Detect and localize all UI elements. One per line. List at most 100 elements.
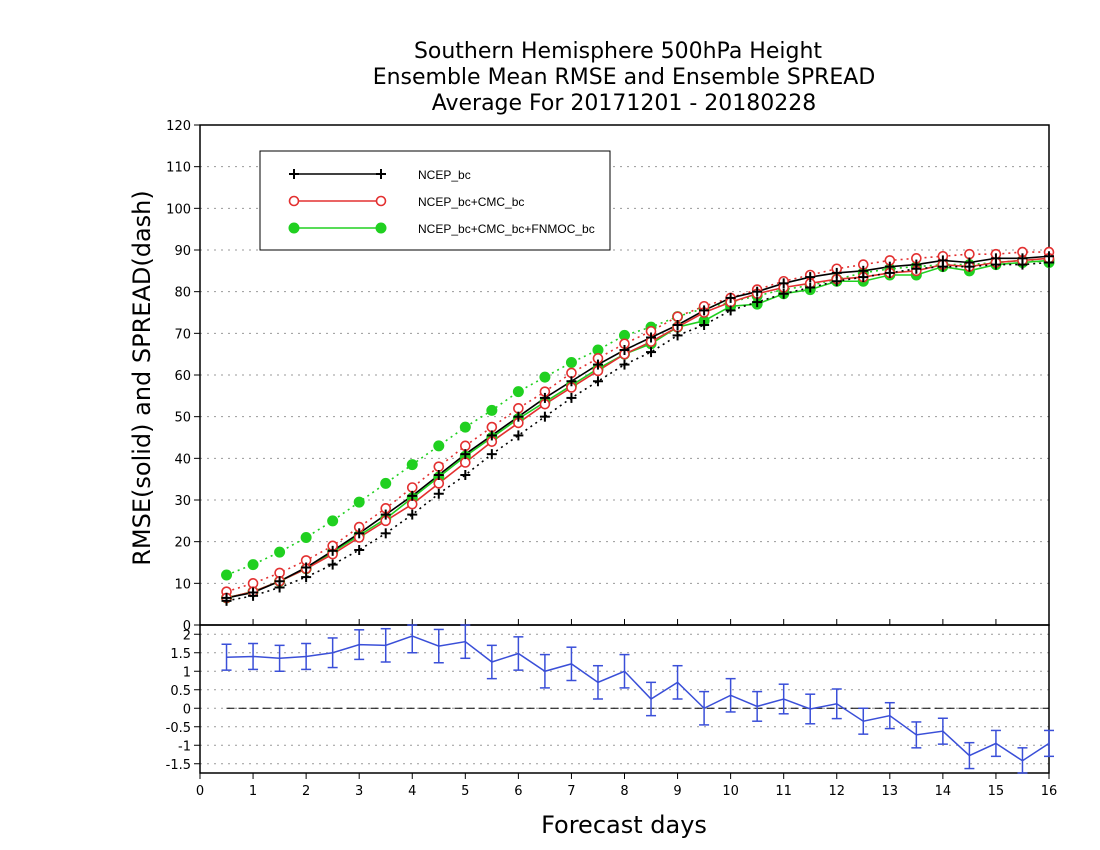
x-tick-label: 16 [1041, 784, 1058, 799]
bottom-y-tick-label: 0 [183, 702, 191, 717]
top-y-tick-label: 0 [183, 619, 191, 634]
ncep-bc-cmc-bc-fnmoc-bc-spread-point [512, 386, 524, 398]
legend-marker-end [375, 222, 387, 234]
ncep-bc-cmc-bc-fnmoc-bc-spread-point [433, 440, 445, 452]
legend-marker-start [288, 195, 300, 207]
error-bar [619, 653, 630, 689]
x-tick-label: 7 [567, 784, 575, 799]
ncep-bc-spread-point [672, 330, 683, 341]
ncep-bc-cmc-bc-fnmoc-bc-spread-point [221, 569, 233, 581]
x-tick-label: 10 [722, 784, 739, 799]
ncep-bc-rmse-point [964, 257, 975, 268]
top-y-tick-label: 100 [166, 202, 191, 217]
error-bar [699, 690, 710, 726]
ncep-bc-cmc-bc-spread-point [433, 461, 445, 472]
error-bar [990, 729, 1001, 758]
legend: NCEP_bc NCEP_bc+CMC_bc NCEP_bc+CMC_bc+FNMO… [259, 150, 611, 251]
x-tick-label: 5 [461, 784, 469, 799]
ncep-bc-rmse-point [592, 359, 603, 370]
title-line-2: Ensemble Mean RMSE and Ensemble SPREAD [373, 65, 876, 90]
ncep-bc-rmse-point [539, 392, 550, 403]
ncep-bc-rmse-point [513, 411, 524, 422]
ncep-bc-spread-point [646, 347, 657, 358]
ncep-bc-rmse-point [619, 345, 630, 355]
legend-marker-end [375, 195, 387, 207]
error-bar [805, 693, 816, 725]
ncep-bc-spread-point [327, 559, 338, 570]
legend-item: NCEP_bc+CMC_bc+FNMOC_bc [288, 222, 595, 236]
ncep-bc-cmc-bc-spread-point [486, 421, 498, 433]
ncep-bc-spread-point [486, 449, 497, 460]
ncep-bc-rmse-point [646, 332, 657, 343]
x-tick-label: 4 [408, 784, 416, 799]
error-bar [911, 721, 922, 749]
ncep-bc-rmse-point [354, 528, 365, 539]
ncep-bc-spread-point [805, 282, 816, 293]
bottom-panel-grid [200, 633, 1049, 765]
ncep-bc-rmse-point [433, 470, 444, 480]
x-axis: 0 1 2 3 4 5 6 7 8 9 10 11 12 13 14 15 16 [196, 619, 1057, 799]
top-y-tick-label: 30 [174, 494, 191, 509]
ncep-bc-spread-point [354, 545, 365, 555]
error-bar [1044, 729, 1054, 758]
error-bar [831, 688, 842, 720]
ncep-bc-rmse-point [831, 267, 842, 278]
ncep-bc-rmse-point [699, 305, 710, 316]
top-y-tick-label: 120 [166, 119, 191, 134]
error-bar [539, 653, 550, 689]
error-bar [486, 644, 497, 680]
ncep-bc-spread-point [566, 392, 577, 403]
ncep-bc-cmc-bc-fnmoc-bc-spread-point [459, 421, 471, 433]
ncep-bc-cmc-bc-fnmoc-bc-spread-point [247, 559, 259, 571]
error-bar [380, 627, 391, 663]
ncep-bc-cmc-bc-spread-point [406, 482, 418, 493]
ncep-bc-cmc-bc-spread-point [460, 440, 471, 452]
ncep-bc-rmse-point [407, 490, 418, 501]
ncep-bc-rmse-point [486, 430, 497, 441]
ncep-bc-cmc-bc-fnmoc-bc-spread-point [406, 459, 418, 471]
top-y-axis: 0 10 20 30 40 50 60 70 80 90 100 110 120 [166, 119, 200, 634]
ncep-bc-rmse-point [672, 320, 683, 330]
x-tick-label: 14 [935, 784, 952, 799]
ncep-bc-spread-point [407, 509, 418, 520]
x-tick-label: 1 [249, 784, 257, 799]
x-tick-label: 3 [355, 784, 363, 799]
bottom-y-axis: 2 1.5 1 0.5 0 -0.5 -1 -1.5 [166, 628, 200, 773]
rmse-spread-series [221, 246, 1055, 606]
error-bar [301, 642, 312, 671]
x-axis-title: Forecast days [541, 811, 707, 839]
ncep-bc-cmc-bc-fnmoc-bc-spread-point [565, 357, 577, 368]
legend-item: NCEP_bc+CMC_bc [288, 195, 524, 209]
ncep-bc-cmc-bc-fnmoc-bc-spread-point [327, 515, 339, 527]
ncep-bc-rmse-point [911, 259, 922, 270]
title-line-1: Southern Hemisphere 500hPa Height [414, 39, 822, 64]
legend-marker-start [289, 169, 299, 179]
top-y-tick-label: 50 [174, 411, 191, 426]
ncep-bc-spread-point [778, 288, 789, 299]
error-bar [407, 624, 418, 654]
x-tick-label: 13 [882, 784, 899, 799]
x-tick-label: 15 [988, 784, 1005, 799]
bottom-y-tick-label: -1.5 [166, 758, 191, 773]
error-bar [725, 677, 736, 713]
ncep-bc-spread-point [592, 376, 603, 387]
legend-item: NCEP_bc [289, 168, 471, 182]
title-line-3: Average For 20171201 - 20180228 [432, 91, 817, 116]
ncep-bc-spread-point [725, 305, 736, 316]
x-tick-label: 11 [775, 784, 792, 799]
legend-label: NCEP_bc+CMC_bc+FNMOC_bc [418, 222, 595, 236]
x-tick-label: 2 [302, 784, 310, 799]
ncep-bc-rmse-point [327, 545, 338, 556]
ncep-bc-rmse-point [566, 376, 577, 387]
error-bar [354, 629, 365, 661]
top-y-tick-label: 60 [174, 369, 191, 384]
top-y-tick-label: 10 [174, 577, 191, 592]
x-tick-label: 0 [196, 784, 204, 799]
ncep-bc-cmc-bc-rmse-point [433, 478, 445, 489]
error-bar [937, 717, 948, 745]
bottom-y-tick-label: -0.5 [166, 721, 191, 736]
ncep-bc-rmse-point [725, 292, 736, 303]
ncep-bc-spread-line [226, 261, 1050, 602]
bottom-y-tick-label: 1.5 [170, 647, 191, 662]
